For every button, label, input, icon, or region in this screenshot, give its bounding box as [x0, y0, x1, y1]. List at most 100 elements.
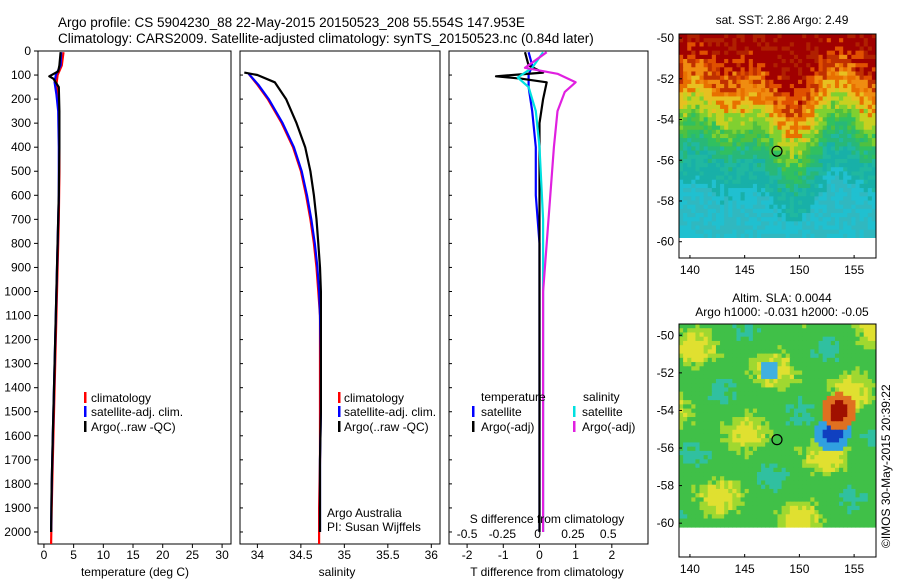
map-cell: [736, 225, 742, 231]
map-cell: [724, 100, 729, 106]
map-cell: [765, 217, 770, 222]
map-cell: [851, 395, 857, 401]
map-cell: [695, 196, 701, 202]
map-cell: [859, 142, 865, 147]
map-cell: [736, 133, 742, 139]
map-cell: [789, 446, 795, 452]
map-cell: [802, 92, 807, 98]
map-cell: [691, 125, 697, 131]
map-cell: [777, 233, 783, 238]
map-cell: [683, 213, 688, 218]
map-cell: [867, 438, 873, 444]
y-tick-label: 200: [11, 92, 31, 106]
map-cell: [818, 472, 824, 477]
map-cell: [867, 324, 873, 329]
map-cell: [765, 493, 770, 498]
map-cell: [802, 450, 807, 456]
salinity-x-axis: 34 34.5 35 35.5 36: [251, 544, 438, 562]
map-cell: [793, 357, 799, 363]
map-cell: [679, 374, 684, 380]
map-cell: [752, 196, 758, 202]
map-cell: [839, 125, 844, 131]
map-cell: [847, 370, 852, 376]
map-cell: [830, 353, 836, 359]
map-cell: [810, 42, 816, 48]
map-cell: [785, 488, 791, 494]
map-cell: [769, 324, 774, 329]
map-cell: [711, 129, 717, 135]
map-cell: [830, 117, 836, 123]
map-cell: [851, 514, 857, 520]
depth-axis: 0100200300400500600700800900100011001200…: [4, 44, 452, 539]
map-cell: [765, 167, 770, 172]
map-cell: [818, 113, 824, 118]
map-cell: [765, 221, 770, 227]
map-cell: [687, 493, 692, 498]
map-cell: [830, 233, 836, 238]
map-cell: [830, 374, 836, 380]
map-cell: [683, 117, 688, 123]
map-cell: [830, 412, 836, 418]
map-cell: [756, 505, 762, 511]
map-cell: [847, 92, 852, 98]
map-cell: [793, 67, 799, 73]
map-cell: [720, 204, 725, 210]
map-cell: [683, 142, 688, 147]
map-cell: [715, 229, 721, 235]
map-cell: [777, 225, 783, 231]
map-cell: [798, 163, 803, 168]
map-cell: [859, 217, 865, 222]
map-cell: [773, 158, 779, 164]
map-cell: [777, 158, 783, 164]
map-cell: [687, 357, 692, 363]
map-cell: [732, 505, 738, 511]
map-cell: [703, 505, 709, 511]
map-cell: [752, 171, 758, 177]
map-cell: [769, 204, 774, 210]
map-cell: [851, 400, 857, 405]
map-cell: [830, 433, 836, 439]
map-cell: [802, 383, 807, 389]
map-cell: [810, 484, 816, 490]
map-cell: [715, 221, 721, 227]
map-cell: [871, 357, 876, 363]
map-cell: [830, 328, 836, 334]
map-cell: [695, 150, 701, 156]
y-tick-label: -58: [657, 479, 675, 493]
map-cell: [785, 163, 791, 168]
map-cell: [785, 129, 791, 135]
map-cell: [826, 446, 832, 452]
map-cell: [724, 463, 729, 469]
map-cell: [711, 438, 717, 444]
map-cell: [740, 362, 746, 367]
map-cell: [761, 370, 766, 376]
map-cell: [699, 378, 705, 384]
map-cell: [818, 493, 824, 498]
map-cell: [851, 488, 857, 494]
map-cell: [744, 104, 750, 110]
map-cell: [691, 404, 697, 410]
map-cell: [802, 518, 807, 524]
map-cell: [793, 433, 799, 439]
map-cell: [855, 79, 861, 85]
map-cell: [851, 38, 857, 43]
map-cell: [802, 374, 807, 380]
map-cell: [793, 395, 799, 401]
map-cell: [851, 158, 857, 164]
map-cell: [859, 408, 865, 414]
map-cell: [728, 154, 733, 160]
map-cell: [703, 42, 709, 48]
map-cell: [756, 450, 762, 456]
map-cell: [859, 129, 865, 135]
map-cell: [822, 514, 828, 520]
map-cell: [839, 438, 844, 444]
map-cell: [691, 349, 697, 355]
map-cell: [769, 79, 774, 85]
map-cell: [736, 108, 742, 114]
map-cell: [691, 336, 697, 342]
map-cell: [814, 467, 820, 473]
x-tick-label: 35.5: [376, 548, 400, 562]
map-cell: [711, 229, 717, 235]
map-cell: [806, 387, 811, 393]
map-cell: [736, 104, 742, 110]
